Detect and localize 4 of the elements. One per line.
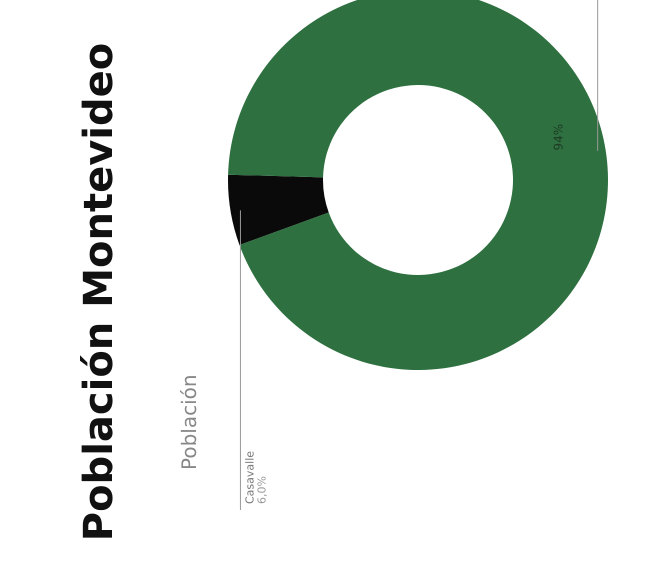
text: Población Montevideo [76,42,122,542]
slice-label: Casavalle [243,450,256,504]
data-label: 6,0% [255,476,268,504]
text: Población [177,374,201,470]
